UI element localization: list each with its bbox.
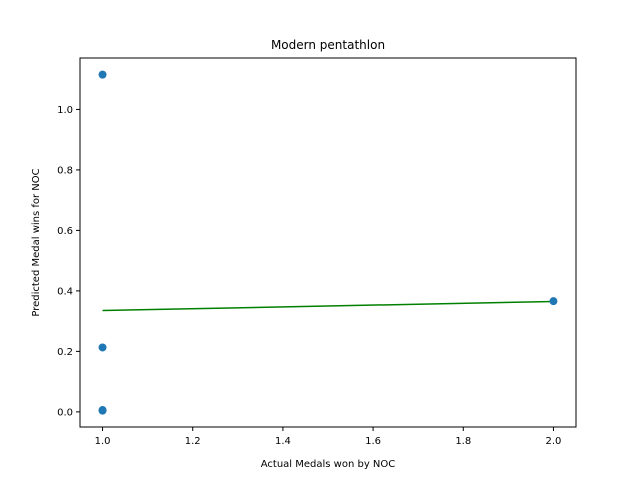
regression-line	[102, 300, 554, 312]
x-tick-label: 1.2	[185, 436, 201, 447]
y-tick-label: 0.6	[57, 226, 73, 237]
y-tick-label: 0.2	[57, 347, 73, 358]
y-axis-label: Predicted Medal wins for NOC	[31, 168, 42, 316]
scatter-point	[98, 406, 107, 415]
plot-frame	[79, 57, 577, 428]
x-tick-label: 1.4	[275, 436, 291, 447]
x-tick-label: 1.0	[95, 436, 111, 447]
y-axis-ticks: 0.0 0.2 0.4 0.6 0.8 1.0	[57, 105, 80, 418]
x-tick-label: 1.8	[455, 436, 471, 447]
chart-title: Modern pentathlon	[271, 38, 385, 52]
scatter-point	[98, 343, 107, 352]
plot-area	[80, 58, 576, 427]
y-tick-label: 1.0	[57, 105, 73, 116]
y-tick-label: 0.0	[57, 407, 73, 418]
series-layer	[98, 70, 558, 415]
scatter-point	[549, 297, 558, 306]
plot-background	[80, 58, 576, 427]
y-tick-label: 0.8	[57, 165, 73, 176]
x-axis-label: Actual Medals won by NOC	[261, 459, 396, 470]
x-tick-label: 1.6	[365, 436, 381, 447]
x-tick-label: 2.0	[546, 436, 562, 447]
x-axis-ticks: 1.0 1.2 1.4 1.6 1.8 2.0	[95, 427, 562, 447]
scatter-point	[98, 70, 107, 79]
y-tick-label: 0.4	[57, 286, 73, 297]
